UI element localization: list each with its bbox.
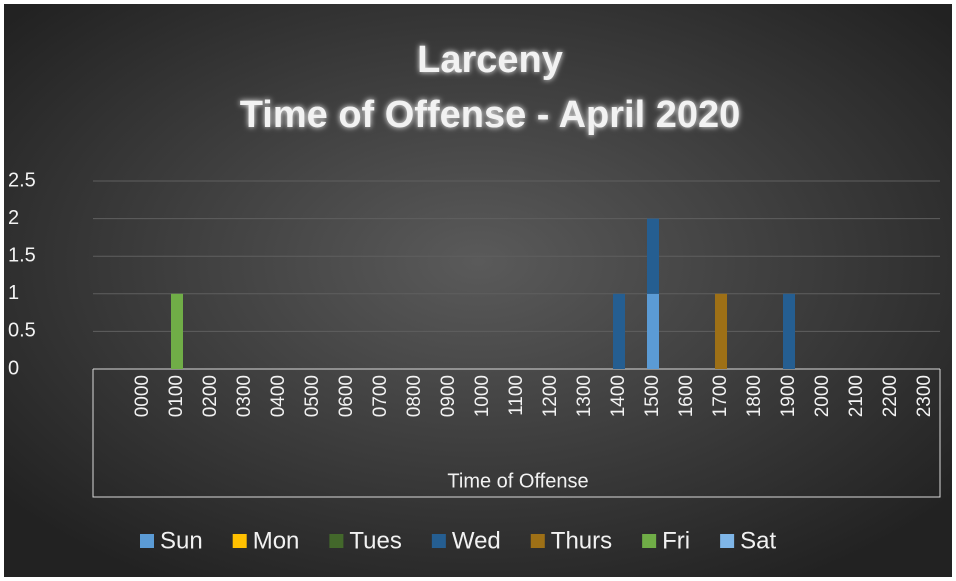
x-tick-label: 1000 xyxy=(472,375,493,417)
legend-swatch xyxy=(720,534,735,548)
x-tick-label: 0000 xyxy=(132,375,153,417)
y-tick-label: 2.5 xyxy=(8,169,36,191)
y-tick-label: 2 xyxy=(8,207,19,229)
legend-label: Sun xyxy=(160,527,203,554)
x-tick-label: 0600 xyxy=(336,375,357,417)
bar xyxy=(171,293,183,369)
x-tick-label: 0400 xyxy=(268,375,289,417)
legend-label: Sat xyxy=(740,527,776,554)
legend-swatch xyxy=(232,534,247,548)
legend-label: Thurs xyxy=(551,527,612,554)
x-tick-label: 2000 xyxy=(812,375,833,417)
x-tick-label: 1400 xyxy=(608,375,629,417)
x-tick-label: 1500 xyxy=(642,375,663,417)
x-tick-label: 0100 xyxy=(166,375,187,417)
x-tick-label: 1300 xyxy=(574,375,595,417)
legend-swatch xyxy=(431,534,446,548)
x-tick-label: 0500 xyxy=(302,375,323,417)
x-tick-label: 2200 xyxy=(880,375,901,417)
bar xyxy=(783,293,795,369)
legend-swatch xyxy=(530,534,545,548)
background xyxy=(4,4,952,577)
legend-label: Tues xyxy=(349,527,401,554)
chart-subtitle: Time of Offense - April 2020 xyxy=(240,94,740,136)
x-axis-title: Time of Offense xyxy=(447,470,588,492)
y-tick-label: 0.5 xyxy=(8,320,36,342)
x-tick-label: 1600 xyxy=(676,375,697,417)
x-tick-label: 2100 xyxy=(846,375,867,417)
bar xyxy=(613,293,625,369)
y-tick-label: 1.5 xyxy=(8,244,36,266)
chart-title: Larceny xyxy=(417,39,563,81)
legend-swatch xyxy=(642,534,657,548)
legend-label: Fri xyxy=(662,527,690,554)
y-tick-label: 1 xyxy=(8,282,19,304)
x-tick-label: 0700 xyxy=(370,375,391,417)
x-tick-label: 0200 xyxy=(200,375,221,417)
x-tick-label: 2300 xyxy=(914,375,935,417)
legend-label: Mon xyxy=(253,527,300,554)
legend-swatch xyxy=(329,534,344,548)
x-tick-label: 0800 xyxy=(404,375,425,417)
bar xyxy=(715,293,727,369)
legend-label: Wed xyxy=(452,527,501,554)
y-tick-label: 0 xyxy=(8,357,19,379)
x-tick-label: 1900 xyxy=(778,375,799,417)
x-tick-label: 0300 xyxy=(234,375,255,417)
x-tick-label: 1200 xyxy=(540,375,561,417)
x-tick-label: 1800 xyxy=(744,375,765,417)
bar xyxy=(647,293,659,369)
bar xyxy=(647,218,659,294)
category-axis-box xyxy=(92,369,941,498)
x-tick-label: 0900 xyxy=(438,375,459,417)
x-tick-label: 1100 xyxy=(506,375,527,416)
legend-swatch xyxy=(140,534,154,548)
x-tick-label: 1700 xyxy=(710,375,731,417)
